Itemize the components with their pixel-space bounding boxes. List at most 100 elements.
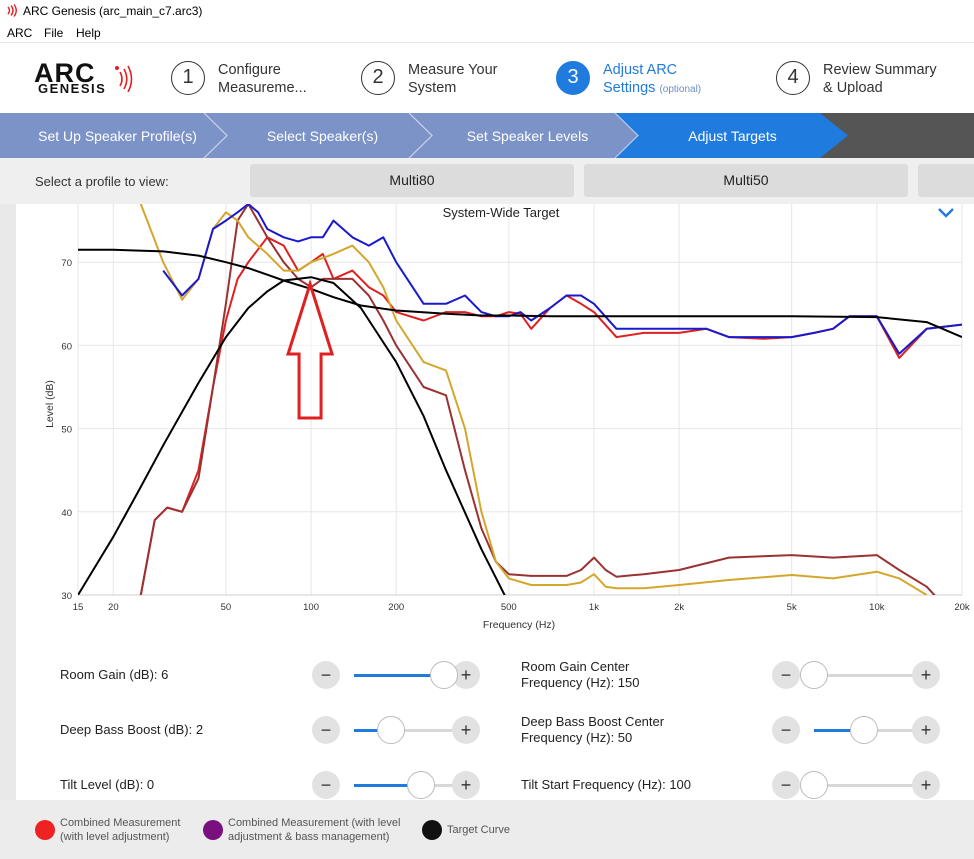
legend-item-bass-managed: Combined Measurement (with level adjustm… — [228, 817, 401, 843]
profile-prompt: Select a profile to view: — [35, 174, 169, 189]
step-3-line2: Settings — [603, 80, 656, 96]
step-3-label[interactable]: Adjust ARC Settings (optional) — [603, 61, 701, 99]
chart-annotation — [286, 278, 335, 420]
y-tick-label: 60 — [61, 341, 72, 352]
left-control-2-plus-button[interactable]: + — [452, 771, 480, 799]
x-tick-label: 15 — [73, 602, 84, 613]
logo-subtitle: GENESIS — [38, 81, 107, 96]
left-control-2-minus-button[interactable]: − — [312, 771, 340, 799]
chart-grid — [77, 204, 963, 596]
step-4-line2: & Upload — [823, 80, 883, 96]
chevron-down-icon[interactable] — [938, 208, 954, 218]
left-control-0-slider-thumb[interactable] — [430, 661, 458, 689]
crumb-adjust-targets[interactable]: Adjust Targets — [688, 128, 777, 144]
right-control-0-minus-button[interactable]: − — [772, 661, 800, 689]
step-3-circle[interactable]: 3 — [556, 61, 590, 95]
right-control-0-plus-button[interactable]: + — [912, 661, 940, 689]
annotation-arrow-icon — [286, 278, 335, 420]
x-tick-label: 5k — [787, 602, 797, 613]
step-3-optional: (optional) — [659, 84, 702, 95]
chart-ticks: 15 20 50 100 200 500 1k 2k 5k 10k 20k 30 40 50 60 70 — [61, 258, 969, 613]
right-control-label: Tilt Start Frequency (Hz): 100 — [521, 777, 692, 792]
left-control-1-minus-button[interactable]: − — [312, 716, 340, 744]
left-control-label: Room Gain (dB): 6 — [60, 667, 169, 682]
step-3-line1: Adjust ARC — [603, 62, 678, 78]
x-tick-label: 2k — [674, 602, 684, 613]
step-4-circle[interactable]: 4 — [776, 61, 810, 95]
x-tick-label: 50 — [221, 602, 232, 613]
right-control-1-slider-thumb[interactable] — [850, 716, 878, 744]
step-2-line1: Measure Your — [408, 62, 498, 78]
right-control-2-track[interactable] — [814, 784, 926, 787]
left-control-2-fill — [354, 784, 421, 787]
right-control-1-fill — [814, 729, 864, 732]
right-control-0-slider-thumb[interactable] — [800, 661, 828, 689]
y-tick-label: 50 — [61, 425, 72, 436]
step-1-line2: Measureme... — [218, 80, 307, 96]
menu-file[interactable]: File — [44, 26, 64, 40]
left-control-1-track[interactable] — [354, 729, 466, 732]
x-tick-label: 20k — [954, 602, 970, 613]
right-control-label: Room Gain Center Frequency (Hz): 150 — [521, 659, 640, 690]
step-2-label[interactable]: Measure Your System — [408, 61, 497, 97]
logo-brand: ARC — [34, 58, 96, 88]
left-control-label: Deep Bass Boost (dB): 2 — [60, 722, 204, 737]
right-control-2-plus-button[interactable]: + — [912, 771, 940, 799]
left-control-1-slider-thumb[interactable] — [377, 716, 405, 744]
menu-arc[interactable]: ARC — [7, 26, 33, 40]
left-scroll-strip — [0, 204, 16, 800]
x-tick-label: 200 — [388, 602, 404, 613]
legend-bar: Combined Measurement (with level adjustm… — [0, 800, 974, 859]
right-control-0-track[interactable] — [814, 674, 926, 677]
right-control-1-plus-button[interactable]: + — [912, 716, 940, 744]
step-4-line1: Review Summary — [823, 62, 937, 78]
x-tick-label: 100 — [303, 602, 319, 613]
title-bar: ARC Genesis (arc_main_c7.arc3) — [0, 0, 974, 22]
breadcrumb-shapes — [0, 113, 848, 158]
right-control-label: Deep Bass Boost Center Frequency (Hz): 50 — [521, 714, 665, 745]
logo-waves-icon — [115, 65, 133, 92]
left-control-1-fill — [354, 729, 391, 732]
left-control-label: Tilt Level (dB): 0 — [60, 777, 155, 792]
app-icon — [7, 4, 17, 17]
main-panel — [16, 204, 972, 800]
series-line-measurement-blue — [162, 204, 962, 355]
chart-title: System-Wide Target — [443, 205, 560, 220]
legend-item-target: Target Curve — [447, 824, 510, 836]
step-1-circle[interactable]: 1 — [171, 61, 205, 95]
x-tick-label: 1k — [589, 602, 599, 613]
profile-tab-multi80[interactable]: Multi80 — [250, 164, 574, 197]
left-control-0-minus-button[interactable]: − — [312, 661, 340, 689]
right-control-2-slider-thumb[interactable] — [800, 771, 828, 799]
step-2-circle[interactable]: 2 — [361, 61, 395, 95]
legend-red-dot — [35, 820, 55, 840]
right-control-2-minus-button[interactable]: − — [772, 771, 800, 799]
profile-tab-more[interactable] — [918, 164, 974, 197]
profile-tab-multi50[interactable]: Multi50 — [584, 164, 908, 197]
x-tick-label: 10k — [869, 602, 885, 613]
chart-series — [78, 204, 962, 595]
series-line-target-curve — [78, 248, 962, 339]
window-title: ARC Genesis (arc_main_c7.arc3) — [23, 4, 203, 18]
breadcrumb-bar — [0, 113, 974, 158]
left-control-0-fill — [354, 674, 444, 677]
series-line-target-curve-bass — [78, 276, 506, 595]
crumb-setup-profiles[interactable]: Set Up Speaker Profile(s) — [38, 128, 197, 144]
legend-item-combined: Combined Measurement (with level adjustm… — [60, 817, 181, 843]
step-1-label[interactable]: Configure Measureme... — [218, 61, 307, 97]
crumb-select-speakers[interactable]: Select Speaker(s) — [266, 128, 379, 144]
left-control-2-slider-thumb[interactable] — [407, 771, 435, 799]
step-4-label[interactable]: Review Summary & Upload — [823, 61, 937, 97]
menu-help[interactable]: Help — [76, 26, 101, 40]
step-2-line2: System — [408, 80, 457, 96]
step-1-line1: Configure — [218, 62, 281, 78]
menu-bar: ARC File Help — [0, 22, 974, 42]
y-axis-label: Level (dB) — [44, 380, 56, 428]
series-line-combined-measurement-with-level-adjustment-bass-management — [139, 204, 936, 595]
x-axis-label: Frequency (Hz) — [483, 619, 555, 631]
x-tick-label: 500 — [501, 602, 517, 613]
series-line-combined-measurement-with-level-adjustment — [139, 236, 962, 595]
crumb-speaker-levels[interactable]: Set Speaker Levels — [466, 128, 589, 144]
right-control-1-minus-button[interactable]: − — [772, 716, 800, 744]
left-control-1-plus-button[interactable]: + — [452, 716, 480, 744]
